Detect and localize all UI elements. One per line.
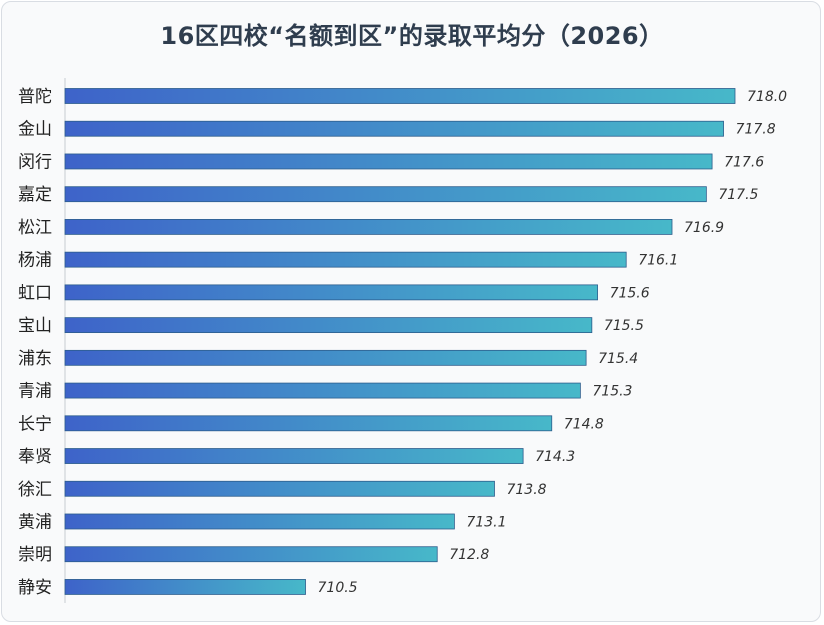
category-label: 闵行: [18, 152, 52, 172]
bar: [64, 546, 438, 563]
category-label: 奉贤: [18, 447, 52, 467]
value-label: 710.5: [318, 580, 358, 596]
bar: [64, 448, 524, 464]
bar: [64, 579, 306, 595]
value-label: 713.1: [466, 514, 506, 530]
value-label: 716.9: [684, 220, 724, 236]
bars-layer: 普陀 718.0 金山 717.8 闵行 717.6 嘉定 717.5 松江 716.9 杨浦 716…: [18, 87, 787, 598]
chart-title: 16区四校“名额到区”的录取平均分（2026）: [160, 22, 664, 50]
bar: [64, 382, 581, 399]
bar: [64, 513, 455, 530]
category-label: 浦东: [18, 349, 52, 369]
value-label: 715.3: [592, 384, 632, 400]
bar: [64, 88, 736, 104]
value-label: 716.1: [638, 253, 678, 269]
value-label: 713.8: [506, 482, 546, 498]
value-label: 718.0: [747, 89, 787, 105]
bar: [64, 153, 713, 170]
value-label: 715.4: [598, 351, 638, 367]
bar: [64, 251, 627, 268]
value-label: 714.8: [564, 416, 604, 432]
category-label: 普陀: [18, 87, 52, 107]
bar: [64, 480, 495, 497]
value-label: 714.3: [535, 449, 575, 465]
bar: [64, 219, 673, 235]
category-label: 杨浦: [18, 251, 52, 271]
category-label: 金山: [18, 120, 52, 140]
value-label: 712.8: [449, 547, 489, 563]
bar: [64, 120, 724, 137]
category-label: 嘉定: [18, 185, 52, 205]
bar: [64, 415, 553, 432]
bar: [64, 186, 707, 203]
category-label: 松江: [18, 218, 52, 238]
category-label: 宝山: [18, 316, 52, 336]
value-label: 717.6: [724, 154, 764, 170]
value-label: 715.6: [610, 285, 650, 301]
value-label: 717.5: [718, 187, 758, 203]
bar: [64, 284, 598, 301]
bar: [64, 349, 587, 366]
value-label: 715.5: [604, 318, 644, 334]
category-label: 黄浦: [18, 512, 52, 532]
category-label: 虹口: [18, 283, 52, 303]
category-label: 长宁: [18, 414, 52, 434]
category-label: 徐汇: [18, 480, 52, 500]
category-label: 青浦: [18, 382, 52, 402]
bar: [64, 317, 593, 334]
value-label: 717.8: [736, 122, 776, 138]
category-label: 崇明: [18, 545, 52, 565]
category-label: 静安: [18, 578, 52, 598]
